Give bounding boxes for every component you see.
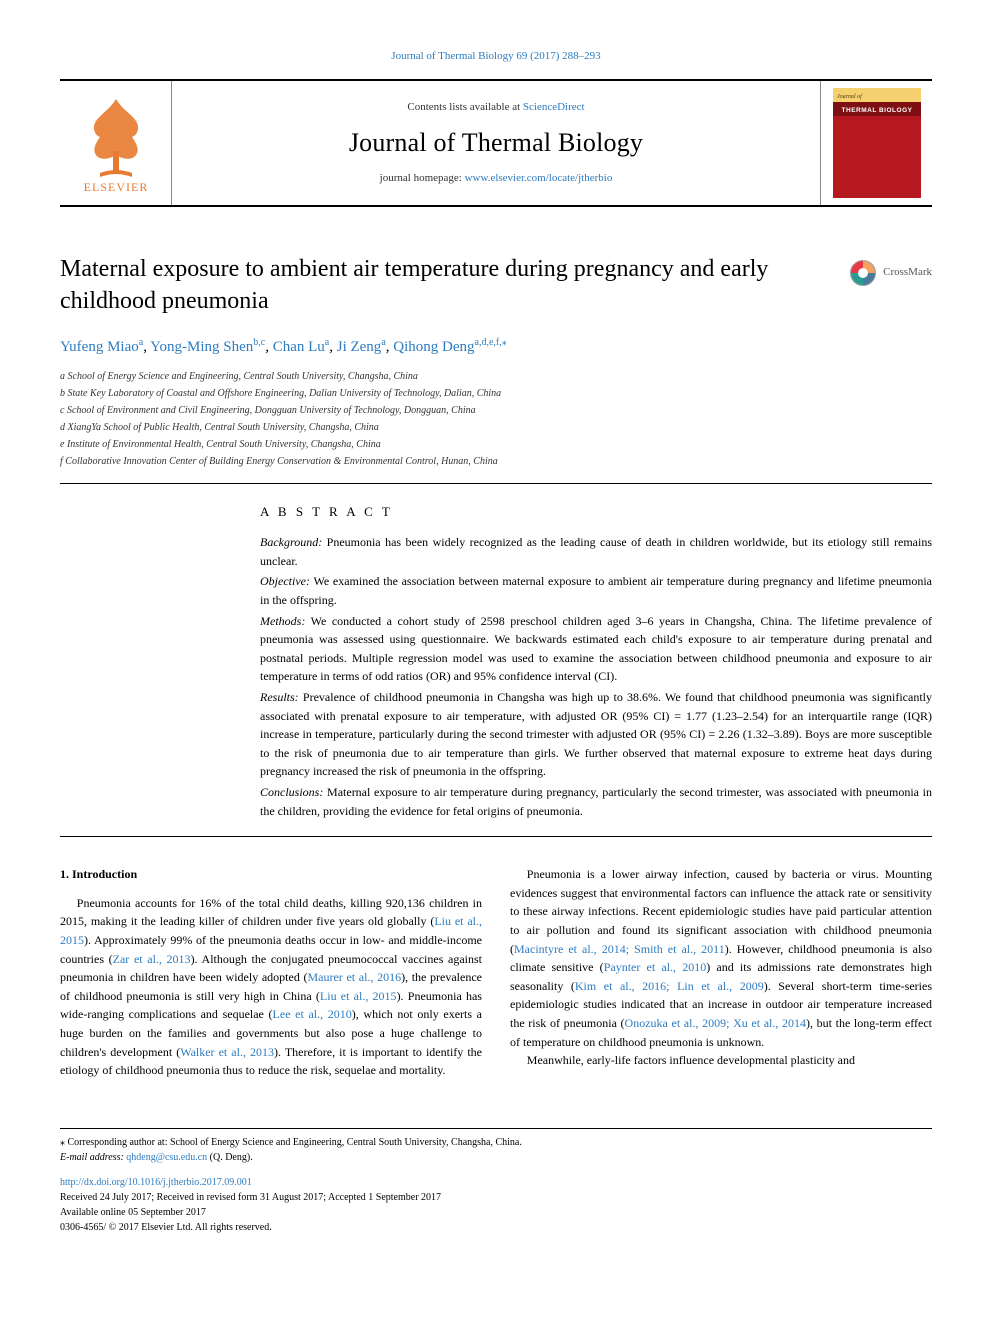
crossmark-label: CrossMark bbox=[883, 264, 932, 281]
divider bbox=[60, 836, 932, 837]
author-link[interactable]: Yong-Ming Shen bbox=[150, 339, 253, 355]
svg-text:THERMAL BIOLOGY: THERMAL BIOLOGY bbox=[841, 107, 912, 114]
author-link[interactable]: Ji Zeng bbox=[337, 339, 382, 355]
author-link[interactable]: Yufeng Miao bbox=[60, 339, 139, 355]
journal-homepage-line: journal homepage: www.elsevier.com/locat… bbox=[182, 170, 810, 187]
journal-name: Journal of Thermal Biology bbox=[182, 123, 810, 162]
body-two-column: 1. Introduction Pneumonia accounts for 1… bbox=[60, 865, 932, 1080]
crossmark-badge[interactable]: CrossMark bbox=[849, 259, 932, 287]
author-aff-sup: a bbox=[139, 337, 143, 348]
article-history: Received 24 July 2017; Received in revis… bbox=[60, 1190, 932, 1205]
masthead-center: Contents lists available at ScienceDirec… bbox=[172, 81, 820, 205]
affiliations: a School of Energy Science and Engineeri… bbox=[60, 369, 932, 469]
journal-cover-thumb: Journal of THERMAL BIOLOGY bbox=[833, 88, 921, 198]
author-link[interactable]: Qihong Deng bbox=[393, 339, 474, 355]
masthead: ELSEVIER Contents lists available at Sci… bbox=[60, 79, 932, 207]
affiliation-line: f Collaborative Innovation Center of Bui… bbox=[60, 454, 932, 469]
abstract-label: Background: bbox=[260, 535, 322, 549]
journal-cover-cell: Journal of THERMAL BIOLOGY bbox=[820, 81, 932, 205]
abstract-label: Methods: bbox=[260, 614, 305, 628]
abstract-text: We examined the association between mate… bbox=[260, 574, 932, 607]
contents-list-line: Contents lists available at ScienceDirec… bbox=[182, 99, 810, 116]
author-aff-sup: a bbox=[325, 337, 329, 348]
citation-link[interactable]: Macintyre et al., 2014; Smith et al., 20… bbox=[514, 942, 725, 956]
citation-link[interactable]: Paynter et al., 2010 bbox=[604, 960, 707, 974]
publisher-logo-cell: ELSEVIER bbox=[60, 81, 172, 205]
issue-link[interactable]: Journal of Thermal Biology 69 (2017) 288… bbox=[391, 50, 600, 62]
affiliation-line: c School of Environment and Civil Engine… bbox=[60, 403, 932, 418]
affiliation-line: a School of Energy Science and Engineeri… bbox=[60, 369, 932, 384]
abstract-body: Background: Pneumonia has been widely re… bbox=[260, 533, 932, 820]
body-paragraph: Pneumonia is a lower airway infection, c… bbox=[510, 865, 932, 1051]
copyright-line: 0306-4565/ © 2017 Elsevier Ltd. All righ… bbox=[60, 1220, 932, 1235]
abstract-label: Conclusions: bbox=[260, 785, 323, 799]
affiliation-line: d XiangYa School of Public Health, Centr… bbox=[60, 420, 932, 435]
citation-link[interactable]: Lee et al., 2010 bbox=[273, 1007, 352, 1021]
journal-homepage-link[interactable]: www.elsevier.com/locate/jtherbio bbox=[465, 172, 613, 184]
author-link[interactable]: Chan Lu bbox=[273, 339, 325, 355]
abstract-label: Results: bbox=[260, 690, 299, 704]
svg-text:Journal of: Journal of bbox=[837, 93, 863, 100]
abstract-text: Prevalence of childhood pneumonia in Cha… bbox=[260, 690, 932, 778]
abstract-text: Pneumonia has been widely recognized as … bbox=[260, 535, 932, 568]
affiliation-line: e Institute of Environmental Health, Cen… bbox=[60, 437, 932, 452]
corr-mark-link[interactable]: ⁎ bbox=[502, 337, 507, 348]
body-paragraph: Pneumonia accounts for 16% of the total … bbox=[60, 894, 482, 1080]
available-online: Available online 05 September 2017 bbox=[60, 1205, 932, 1220]
email-link[interactable]: qhdeng@csu.edu.cn bbox=[126, 1152, 207, 1163]
crossmark-icon bbox=[849, 259, 877, 287]
doi-block: http://dx.doi.org/10.1016/j.jtherbio.201… bbox=[60, 1175, 932, 1235]
citation-link[interactable]: Kim et al., 2016; Lin et al., 2009 bbox=[575, 979, 764, 993]
corresponding-author-note: ⁎ Corresponding author at: School of Ene… bbox=[60, 1135, 932, 1150]
citation-link[interactable]: Liu et al., 2015 bbox=[320, 989, 397, 1003]
abstract-text: We conducted a cohort study of 2598 pres… bbox=[260, 614, 932, 684]
homepage-prefix: journal homepage: bbox=[380, 172, 465, 184]
svg-text:ELSEVIER: ELSEVIER bbox=[83, 180, 148, 194]
citation-link[interactable]: Onozuka et al., 2009; Xu et al., 2014 bbox=[625, 1016, 806, 1030]
article-title: Maternal exposure to ambient air tempera… bbox=[60, 253, 820, 318]
author-aff-sup: a bbox=[381, 337, 385, 348]
divider bbox=[60, 483, 932, 484]
author-aff-sup: a,d,e,f,⁎ bbox=[475, 337, 507, 348]
citation-link[interactable]: Walker et al., 2013 bbox=[180, 1045, 274, 1059]
abstract-heading: A B S T R A C T bbox=[260, 502, 932, 522]
doi-link[interactable]: http://dx.doi.org/10.1016/j.jtherbio.201… bbox=[60, 1177, 252, 1188]
footnotes: ⁎ Corresponding author at: School of Ene… bbox=[60, 1128, 932, 1165]
citation-link[interactable]: Zar et al., 2013 bbox=[113, 952, 191, 966]
sciencedirect-link[interactable]: ScienceDirect bbox=[523, 101, 585, 113]
citation-link[interactable]: Maurer et al., 2016 bbox=[307, 970, 401, 984]
contents-prefix: Contents lists available at bbox=[407, 101, 522, 113]
section-heading: 1. Introduction bbox=[60, 865, 482, 884]
email-line: E-mail address: qhdeng@csu.edu.cn (Q. De… bbox=[60, 1150, 932, 1165]
abstract-label: Objective: bbox=[260, 574, 310, 588]
body-paragraph: Meanwhile, early-life factors influence … bbox=[510, 1051, 932, 1070]
author-list: Yufeng Miaoa, Yong-Ming Shenb,c, Chan Lu… bbox=[60, 335, 932, 359]
journal-issue-header: Journal of Thermal Biology 69 (2017) 288… bbox=[60, 48, 932, 65]
author-aff-sup: b,c bbox=[253, 337, 265, 348]
abstract-text: Maternal exposure to air temperature dur… bbox=[260, 785, 932, 818]
elsevier-tree-logo: ELSEVIER bbox=[70, 91, 162, 195]
affiliation-line: b State Key Laboratory of Coastal and Of… bbox=[60, 386, 932, 401]
